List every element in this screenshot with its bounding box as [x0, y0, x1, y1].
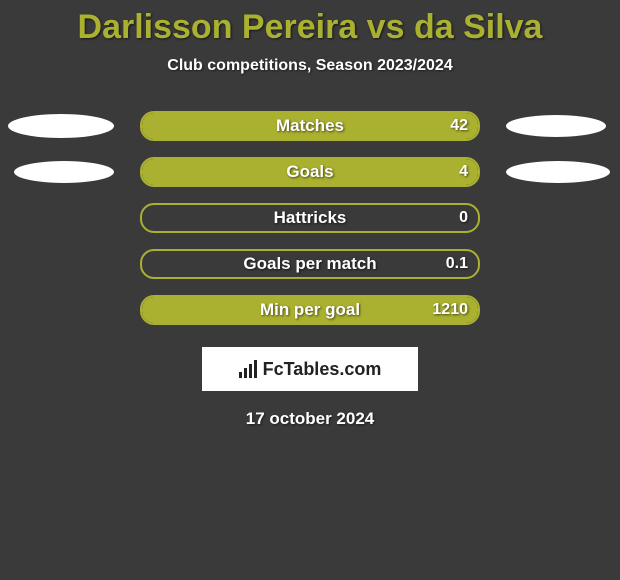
stat-row: Goals 4	[0, 149, 620, 195]
fctables-logo: FcTables.com	[202, 347, 418, 391]
logo-text: FcTables.com	[263, 359, 382, 380]
stat-value: 1210	[432, 297, 468, 323]
comparison-title: Darlisson Pereira vs da Silva	[0, 0, 620, 47]
left-ellipse-decoration	[14, 161, 114, 183]
stat-bar: Goals 4	[140, 157, 480, 187]
right-ellipse-decoration	[506, 115, 606, 137]
stat-value: 0	[459, 205, 468, 231]
stat-bar: Matches 42	[140, 111, 480, 141]
right-ellipse-decoration	[506, 161, 610, 183]
snapshot-date: 17 october 2024	[0, 409, 620, 429]
stat-label: Hattricks	[142, 205, 478, 231]
bar-chart-icon	[239, 360, 257, 378]
stat-row: Min per goal 1210	[0, 287, 620, 333]
stat-value: 0.1	[446, 251, 468, 277]
stat-label: Goals per match	[142, 251, 478, 277]
stat-label: Min per goal	[142, 297, 478, 323]
stats-rows: Matches 42 Goals 4 Hattricks 0 Goals per…	[0, 103, 620, 333]
stat-bar: Goals per match 0.1	[140, 249, 480, 279]
stat-value: 42	[450, 113, 468, 139]
stat-value: 4	[459, 159, 468, 185]
player2-name: da Silva	[414, 8, 543, 46]
stat-row: Matches 42	[0, 103, 620, 149]
stat-bar: Min per goal 1210	[140, 295, 480, 325]
stat-row: Hattricks 0	[0, 195, 620, 241]
player1-name: Darlisson Pereira	[78, 8, 358, 46]
stat-row: Goals per match 0.1	[0, 241, 620, 287]
subtitle: Club competitions, Season 2023/2024	[0, 57, 620, 75]
vs-connector: vs	[367, 8, 405, 46]
left-ellipse-decoration	[8, 114, 114, 138]
stat-bar: Hattricks 0	[140, 203, 480, 233]
stat-label: Matches	[142, 113, 478, 139]
stat-label: Goals	[142, 159, 478, 185]
